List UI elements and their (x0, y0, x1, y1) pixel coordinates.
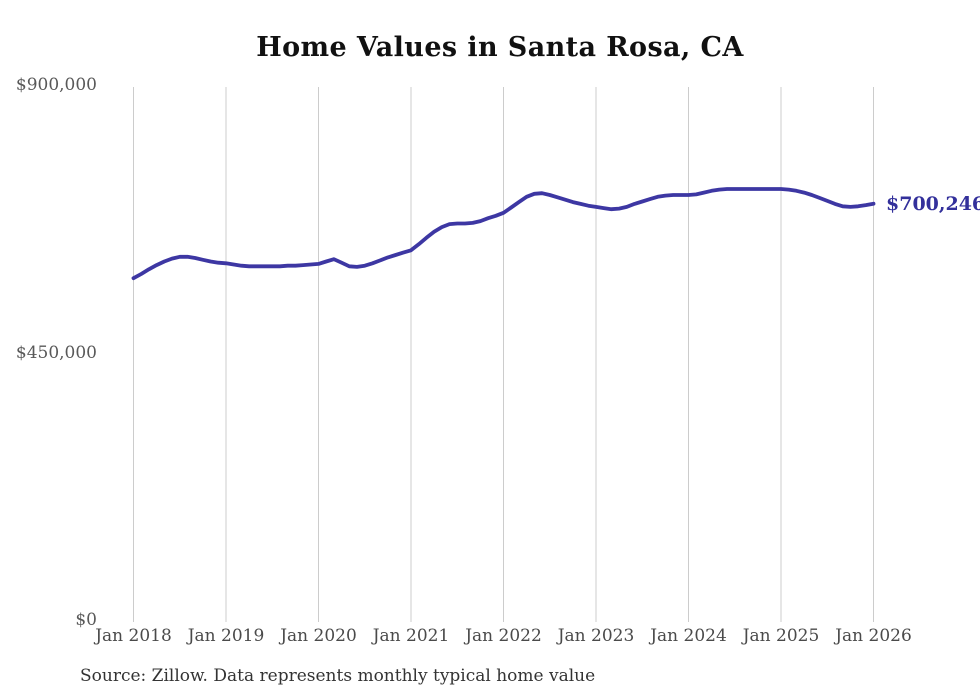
y-tick-label: $450,000 (15, 342, 97, 363)
y-tick-label: $900,000 (15, 75, 97, 95)
latest-value-label: $700,246 (886, 192, 980, 215)
x-tick-label: Jan 2025 (742, 626, 820, 646)
source-note: Source: Zillow. Data represents monthly … (80, 666, 596, 686)
x-tick-label: Jan 2022 (465, 626, 542, 646)
x-tick-label: Jan 2018 (95, 626, 172, 646)
value-line (131, 187, 876, 281)
x-tick-label: Jan 2026 (835, 626, 912, 646)
y-tick-label: $0 (75, 610, 97, 630)
gridlines (133, 87, 874, 622)
chart-title: Home Values in Santa Rosa, CA (256, 32, 744, 63)
x-tick-label: Jan 2024 (650, 626, 727, 646)
x-tick-label: Jan 2023 (557, 626, 635, 646)
x-tick-label: Jan 2020 (280, 626, 357, 646)
x-tick-label: Jan 2021 (372, 626, 450, 646)
x-tick-label: Jan 2019 (187, 626, 265, 646)
